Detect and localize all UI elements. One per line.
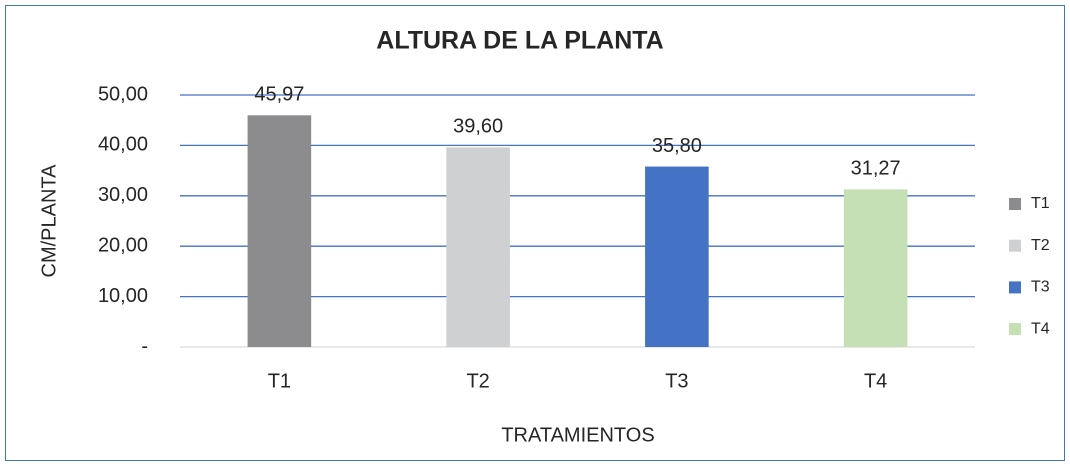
bar xyxy=(843,189,908,347)
legend-swatch xyxy=(1009,239,1021,252)
legend-swatch xyxy=(1009,281,1021,294)
x-axis-label: TRATAMIENTOS xyxy=(501,424,654,446)
y-tick-label: 40,00 xyxy=(98,134,148,156)
legend-label: T1 xyxy=(1031,195,1050,212)
x-tick-label: T4 xyxy=(864,370,887,392)
value-label: 35,80 xyxy=(652,135,702,157)
legend-label: T4 xyxy=(1031,320,1050,337)
bar xyxy=(247,115,312,347)
x-tick-label: T1 xyxy=(268,370,291,392)
value-label: 45,97 xyxy=(254,84,304,106)
y-tick-label: 10,00 xyxy=(98,285,148,307)
bar xyxy=(446,147,510,347)
chart-title: ALTURA DE LA PLANTA xyxy=(376,27,663,55)
x-tick-label: T2 xyxy=(466,370,489,392)
y-tick-label: 30,00 xyxy=(98,184,148,206)
bar xyxy=(645,166,709,347)
x-tick-label: T3 xyxy=(665,370,688,392)
y-tick-label: 50,00 xyxy=(98,83,148,105)
legend-label: T2 xyxy=(1031,237,1050,254)
y-axis-label: CM/PLANTA xyxy=(38,164,60,278)
legend-swatch xyxy=(1009,323,1021,336)
y-tick-label: 20,00 xyxy=(98,234,148,256)
value-label: 39,60 xyxy=(453,116,503,138)
value-label: 31,27 xyxy=(851,158,901,180)
legend-label: T3 xyxy=(1031,279,1050,296)
y-tick-label: - xyxy=(141,335,148,357)
legend-swatch xyxy=(1009,198,1021,210)
